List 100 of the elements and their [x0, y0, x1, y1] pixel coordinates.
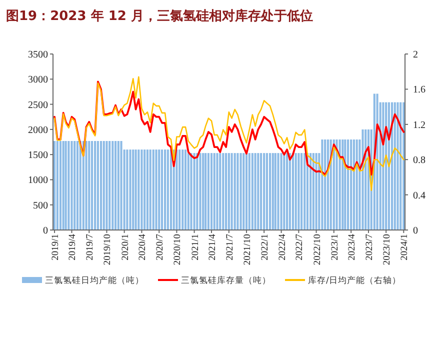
bar — [268, 153, 272, 230]
bar — [225, 153, 228, 230]
y-tick-label: 1000 — [28, 175, 48, 186]
bar — [117, 140, 120, 230]
y2-tick-label: 1.2 — [413, 120, 426, 131]
bar — [155, 150, 158, 230]
bar — [176, 150, 178, 230]
x-tick-label: 2021/1 — [190, 234, 201, 260]
chart-title: 图19：2023 年 12 月，三氯氢硅相对库存处于低位 — [6, 8, 313, 24]
x-tick-label: 2021/4 — [208, 234, 218, 260]
bar — [62, 140, 64, 230]
bar — [236, 153, 239, 230]
bar — [254, 153, 256, 230]
x-tick-label: 2019/4 — [68, 234, 78, 260]
bar — [64, 140, 67, 230]
bar — [263, 153, 266, 230]
x-tick-label: 2020/1 — [120, 234, 131, 260]
bar — [74, 140, 76, 230]
bar — [300, 153, 303, 230]
bar — [138, 150, 140, 230]
x-tick-label: 2022/10 — [312, 234, 323, 266]
x-tick-label: 2023/10 — [382, 234, 393, 266]
bar — [402, 102, 405, 230]
bar — [257, 153, 260, 230]
x-tick-label: 2024/1 — [400, 234, 410, 260]
bar — [160, 150, 164, 230]
bar — [213, 153, 216, 230]
bar — [132, 150, 134, 230]
bar — [288, 153, 291, 230]
bar — [96, 140, 99, 230]
bar — [356, 139, 358, 230]
bar — [76, 140, 79, 230]
bar — [164, 150, 166, 230]
bar — [158, 150, 160, 230]
x-tick-label: 2019/10 — [103, 234, 114, 266]
bar — [292, 153, 294, 230]
line-series — [54, 80, 405, 176]
y2-tick-label: 0.4 — [413, 190, 426, 202]
bar — [144, 150, 146, 230]
bar — [248, 153, 250, 230]
legend-label: 三氯氢硅日均产能（吨） — [45, 275, 144, 286]
bar — [56, 140, 58, 230]
bar — [112, 140, 114, 230]
y-tick-label: 1500 — [28, 150, 48, 162]
bar — [85, 140, 88, 230]
bar — [242, 153, 245, 230]
bar — [170, 150, 172, 230]
bar — [129, 150, 132, 230]
y-tick-label: 2000 — [28, 124, 48, 136]
x-tick-label: 2022/1 — [260, 234, 271, 260]
bar — [166, 150, 169, 230]
bar — [312, 153, 314, 230]
bar — [266, 153, 268, 230]
bar — [304, 153, 306, 230]
bar — [245, 153, 248, 230]
bar — [338, 139, 341, 230]
bar — [146, 150, 148, 230]
bar — [210, 153, 213, 230]
bar — [346, 139, 350, 230]
bar — [344, 139, 346, 230]
bar — [342, 139, 344, 230]
bar — [149, 150, 152, 230]
x-tick-label: 2021/7 — [225, 234, 236, 260]
bar — [324, 139, 326, 230]
bar — [202, 153, 204, 230]
bar — [94, 140, 96, 230]
bar — [53, 140, 56, 230]
bar — [286, 153, 288, 230]
line-series — [54, 76, 404, 192]
bar — [400, 102, 402, 230]
bar — [310, 153, 312, 230]
x-tick-label: 2019/1 — [51, 234, 62, 260]
bar — [272, 153, 274, 230]
y-tick-label: 3000 — [28, 74, 48, 86]
bar — [114, 140, 117, 230]
bar — [140, 150, 143, 230]
x-tick-label: 2023/4 — [348, 234, 358, 260]
bar — [100, 140, 102, 230]
bar — [187, 153, 190, 230]
y-tick-label: 500 — [33, 200, 48, 212]
bar — [283, 153, 286, 230]
bar — [240, 153, 242, 230]
bar — [222, 153, 224, 230]
bar — [90, 140, 94, 230]
bar — [182, 150, 184, 230]
bar — [362, 129, 364, 230]
bar — [178, 150, 181, 230]
bar — [396, 102, 399, 230]
bar — [108, 140, 111, 230]
bar — [251, 153, 254, 230]
bar — [326, 139, 329, 230]
bar — [59, 140, 62, 230]
bar — [352, 139, 355, 230]
bar — [68, 140, 70, 230]
bar — [298, 153, 300, 230]
bar — [126, 150, 128, 230]
x-tick-label: 2022/7 — [295, 234, 306, 260]
y2-tick-label: 1.6 — [413, 84, 426, 96]
x-tick-label: 2019/7 — [86, 234, 96, 260]
bar — [394, 102, 396, 230]
